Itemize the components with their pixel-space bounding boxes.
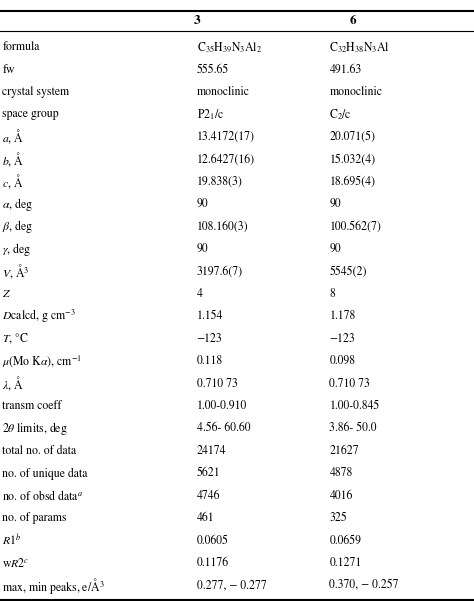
Text: 12.6427(16): 12.6427(16) — [197, 153, 255, 165]
Text: 0.118: 0.118 — [197, 355, 223, 367]
Text: 0.098: 0.098 — [329, 355, 356, 367]
Text: $\lambda$, Å: $\lambda$, Å — [2, 374, 24, 393]
Text: total no. of data: total no. of data — [2, 445, 76, 457]
Text: $R$1$^{b}$: $R$1$^{b}$ — [2, 533, 22, 548]
Text: $\mu$(Mo K$\alpha$), cm$^{-1}$: $\mu$(Mo K$\alpha$), cm$^{-1}$ — [2, 353, 82, 369]
Text: w$R$2$^{c}$: w$R$2$^{c}$ — [2, 557, 29, 570]
Text: 0.0659: 0.0659 — [329, 535, 362, 546]
Text: 1.154: 1.154 — [197, 311, 223, 322]
Text: 0.1176: 0.1176 — [197, 557, 229, 569]
Text: $b$, Å: $b$, Å — [2, 150, 25, 169]
Text: 90: 90 — [197, 243, 209, 255]
Text: 0.277, − 0.277: 0.277, − 0.277 — [197, 580, 266, 591]
Text: $\alpha$, deg: $\alpha$, deg — [2, 196, 33, 213]
Text: C$_{35}$H$_{39}$N$_{3}$Al$_{2}$: C$_{35}$H$_{39}$N$_{3}$Al$_{2}$ — [197, 40, 262, 54]
Text: 325: 325 — [329, 513, 347, 524]
Text: 24174: 24174 — [197, 445, 226, 457]
Text: $\gamma$, deg: $\gamma$, deg — [2, 240, 32, 258]
Text: $a$, Å: $a$, Å — [2, 127, 25, 146]
Text: formula: formula — [2, 41, 40, 53]
Text: 3197.6(7): 3197.6(7) — [197, 266, 243, 278]
Text: −123: −123 — [329, 333, 355, 345]
Text: 3.86- 50.0: 3.86- 50.0 — [329, 423, 377, 435]
Text: no. of obsd data$^{a}$: no. of obsd data$^{a}$ — [2, 489, 83, 503]
Text: 8: 8 — [329, 288, 335, 300]
Text: 0.370, − 0.257: 0.370, − 0.257 — [329, 580, 399, 591]
Text: space group: space group — [2, 109, 59, 120]
Text: 100.562(7): 100.562(7) — [329, 221, 381, 233]
Text: transm coeff: transm coeff — [2, 400, 62, 412]
Text: 90: 90 — [329, 243, 341, 255]
Text: 1.00-0.845: 1.00-0.845 — [329, 400, 380, 412]
Text: $D$calcd, g cm$^{-3}$: $D$calcd, g cm$^{-3}$ — [2, 308, 76, 325]
Text: 90: 90 — [197, 198, 209, 210]
Text: 19.838(3): 19.838(3) — [197, 176, 243, 188]
Text: 5621: 5621 — [197, 468, 220, 480]
Text: 2$\theta$ limits, deg: 2$\theta$ limits, deg — [2, 420, 68, 437]
Text: 4878: 4878 — [329, 468, 353, 480]
Text: 3: 3 — [193, 15, 200, 27]
Text: −123: −123 — [197, 333, 222, 345]
Text: 461: 461 — [197, 513, 214, 524]
Text: $T$, °C: $T$, °C — [2, 332, 29, 346]
Text: 13.4172(17): 13.4172(17) — [197, 131, 255, 143]
Text: 0.0605: 0.0605 — [197, 535, 228, 546]
Text: P2$_{1}$/c: P2$_{1}$/c — [197, 108, 224, 122]
Text: C$_{32}$H$_{38}$N$_{3}$Al: C$_{32}$H$_{38}$N$_{3}$Al — [329, 40, 391, 55]
Text: 0.710 73: 0.710 73 — [329, 378, 370, 389]
Text: 21627: 21627 — [329, 445, 359, 457]
Text: 90: 90 — [329, 198, 341, 210]
Text: 491.63: 491.63 — [329, 64, 362, 76]
Text: max, min peaks, e/Å$^{3}$: max, min peaks, e/Å$^{3}$ — [2, 576, 105, 596]
Text: 20.071(5): 20.071(5) — [329, 131, 375, 143]
Text: 0.1271: 0.1271 — [329, 557, 362, 569]
Text: 4.56- 60.60: 4.56- 60.60 — [197, 423, 250, 435]
Text: 555.65: 555.65 — [197, 64, 229, 76]
Text: fw: fw — [2, 64, 15, 76]
Text: $\beta$, deg: $\beta$, deg — [2, 218, 33, 235]
Text: monoclinic: monoclinic — [329, 87, 383, 98]
Text: 4746: 4746 — [197, 490, 220, 502]
Text: 5545(2): 5545(2) — [329, 266, 367, 278]
Text: 1.178: 1.178 — [329, 311, 356, 322]
Text: 4016: 4016 — [329, 490, 353, 502]
Text: monoclinic: monoclinic — [197, 87, 250, 98]
Text: no. of unique data: no. of unique data — [2, 468, 88, 480]
Text: 15.032(4): 15.032(4) — [329, 153, 375, 165]
Text: 0.710 73: 0.710 73 — [197, 378, 237, 389]
Text: no. of params: no. of params — [2, 512, 67, 524]
Text: 18.695(4): 18.695(4) — [329, 176, 375, 188]
Text: 6: 6 — [350, 15, 356, 27]
Text: $V$, Å$^{3}$: $V$, Å$^{3}$ — [2, 262, 30, 281]
Text: 1.00-0.910: 1.00-0.910 — [197, 400, 247, 412]
Text: 4: 4 — [197, 288, 202, 300]
Text: crystal system: crystal system — [2, 87, 70, 98]
Text: $c$, Å: $c$, Å — [2, 172, 24, 191]
Text: 108.160(3): 108.160(3) — [197, 221, 248, 233]
Text: $Z$: $Z$ — [2, 288, 11, 300]
Text: C$_{2}$/c: C$_{2}$/c — [329, 108, 352, 122]
